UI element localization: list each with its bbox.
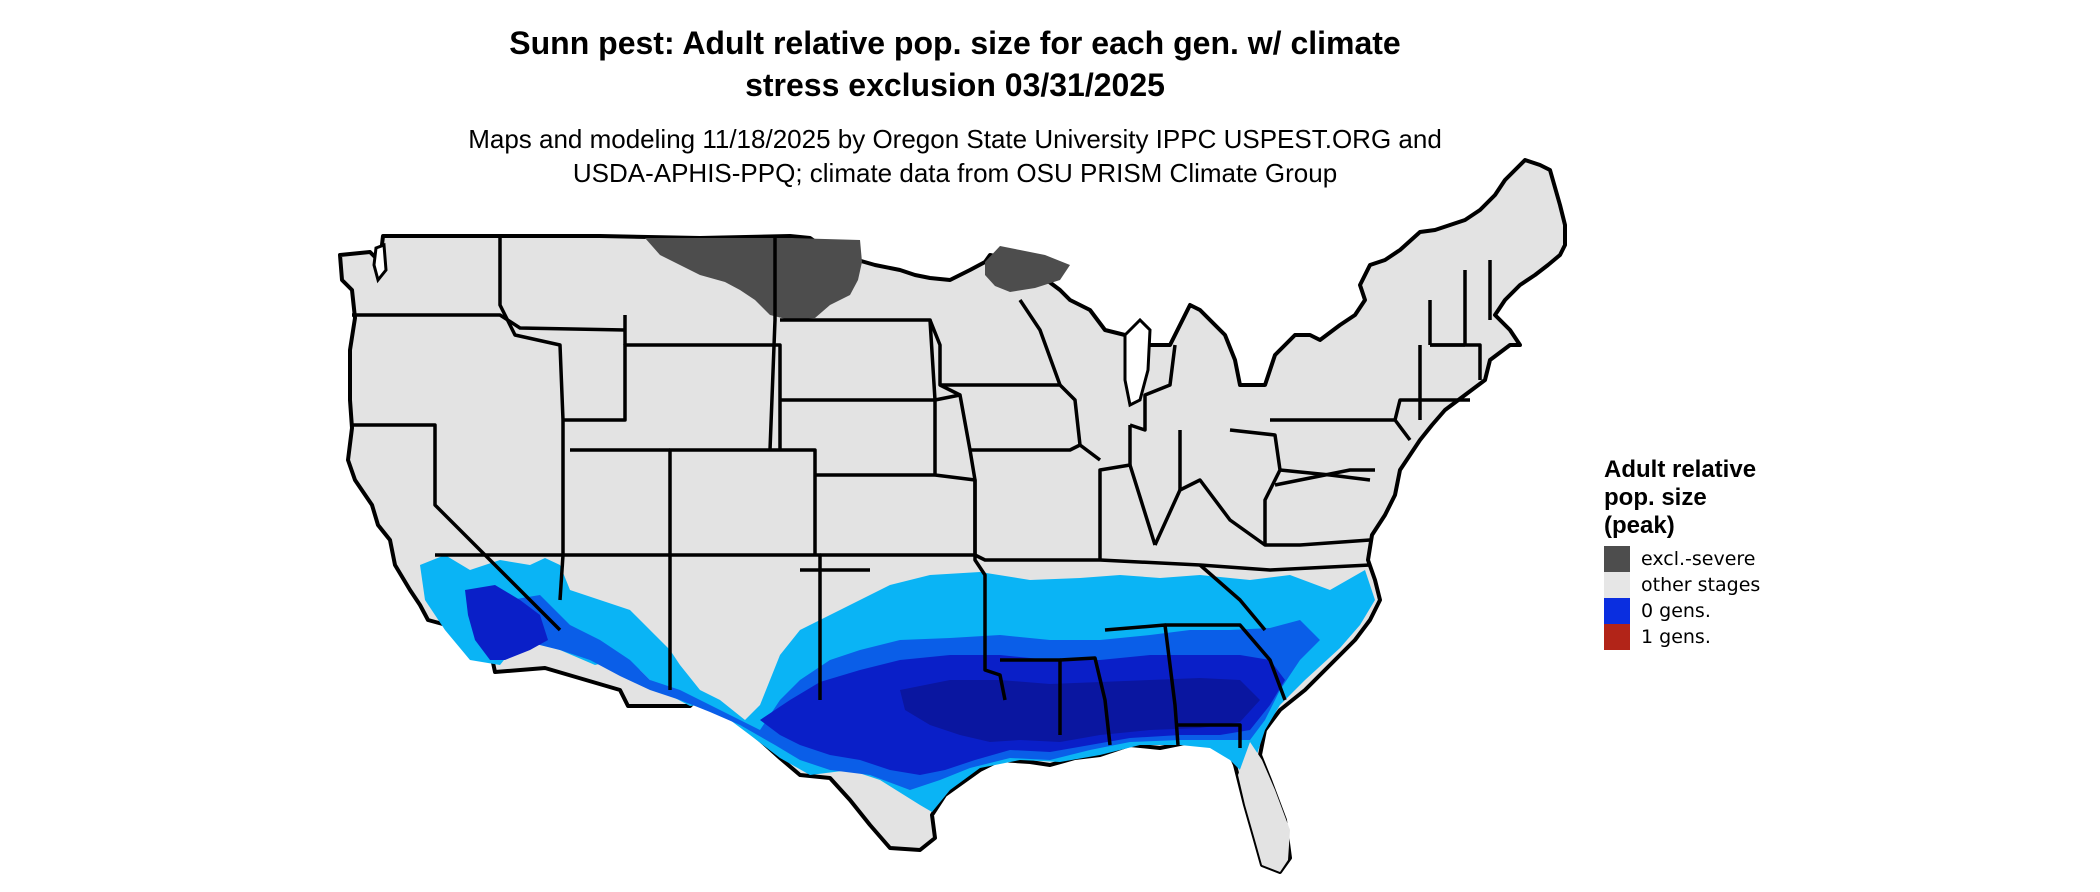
legend-item-1-gens: 1 gens. [1604,624,1824,650]
legend-label: other stages [1641,574,1761,596]
puget-sound [372,242,388,284]
subtitle-line-2: USDA-APHIS-PPQ; climate data from OSU PR… [572,158,1338,188]
legend-title-line-2: pop. size [1604,484,1707,511]
title-line-1: Sunn pest: Adult relative pop. size for … [509,25,1401,61]
legend-title-line-3: (peak) [1604,512,1675,539]
map-subtitle: Maps and modeling 11/18/2025 by Oregon S… [330,122,1580,190]
title-line-2: stress exclusion 03/31/2025 [745,67,1165,103]
map-title: Sunn pest: Adult relative pop. size for … [330,22,1580,106]
legend-label: excl.-severe [1641,548,1756,570]
state-borders [352,236,1492,748]
legend-item-other-stages: other stages [1604,572,1824,598]
legend-swatch [1604,572,1630,598]
florida-land [1238,742,1290,872]
legend-swatch [1604,598,1630,624]
subtitle-line-1: Maps and modeling 11/18/2025 by Oregon S… [468,124,1442,154]
legend-item-0-gens: 0 gens. [1604,598,1824,624]
legend-item-excl-severe: excl.-severe [1604,546,1824,572]
legend-swatch [1604,546,1630,572]
legend-label: 1 gens. [1641,626,1711,648]
excluded-area-minnesota [985,246,1070,292]
legend-swatch [1604,624,1630,650]
pop-band-navy [900,678,1260,742]
legend-title: Adult relative pop. size (peak) [1604,456,1824,540]
pop-band-arizona [465,585,548,660]
legend: Adult relative pop. size (peak) excl.-se… [1604,456,1824,650]
excluded-area-montana-dakota [645,238,862,320]
lake-michigan [1123,317,1152,408]
legend-title-line-1: Adult relative [1604,456,1757,483]
legend-label: 0 gens. [1641,600,1711,622]
